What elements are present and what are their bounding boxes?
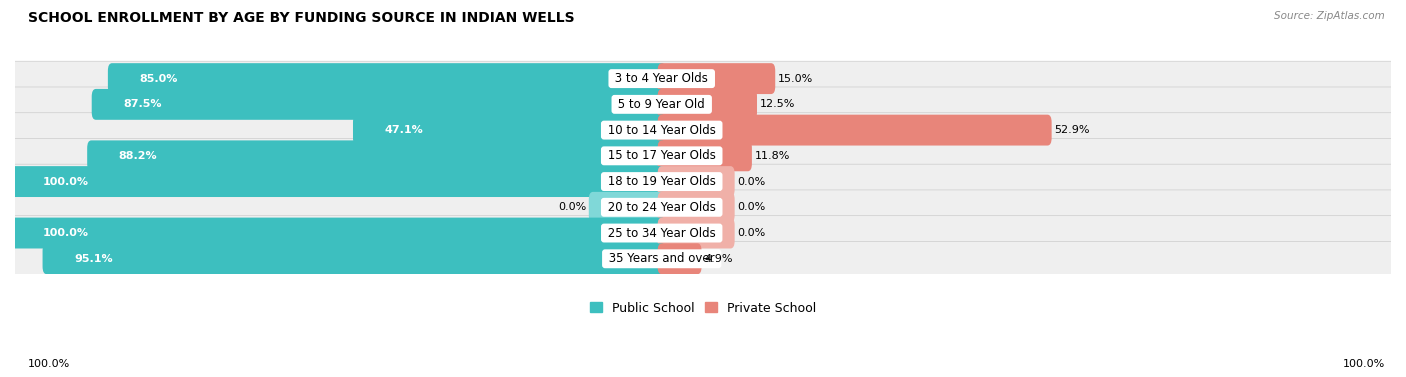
FancyBboxPatch shape [353, 115, 666, 146]
Text: 100.0%: 100.0% [42, 176, 89, 187]
FancyBboxPatch shape [42, 243, 666, 274]
Text: 15.0%: 15.0% [778, 74, 813, 84]
FancyBboxPatch shape [658, 218, 735, 248]
Text: 87.5%: 87.5% [124, 100, 162, 109]
FancyBboxPatch shape [11, 87, 1395, 122]
Text: 35 Years and over: 35 Years and over [605, 252, 718, 265]
FancyBboxPatch shape [658, 115, 1052, 146]
FancyBboxPatch shape [658, 192, 735, 223]
FancyBboxPatch shape [11, 164, 1395, 199]
Text: 11.8%: 11.8% [755, 151, 790, 161]
FancyBboxPatch shape [589, 192, 666, 223]
FancyBboxPatch shape [11, 190, 1395, 225]
Text: 18 to 19 Year Olds: 18 to 19 Year Olds [605, 175, 720, 188]
FancyBboxPatch shape [91, 89, 666, 120]
Text: 0.0%: 0.0% [558, 202, 586, 212]
Text: 95.1%: 95.1% [75, 254, 112, 264]
FancyBboxPatch shape [11, 166, 666, 197]
FancyBboxPatch shape [658, 243, 702, 274]
Text: 0.0%: 0.0% [737, 176, 766, 187]
Text: 25 to 34 Year Olds: 25 to 34 Year Olds [605, 227, 720, 239]
FancyBboxPatch shape [11, 113, 1395, 147]
Text: 100.0%: 100.0% [28, 359, 70, 369]
Text: 0.0%: 0.0% [737, 202, 766, 212]
FancyBboxPatch shape [87, 140, 666, 171]
FancyBboxPatch shape [11, 218, 666, 248]
FancyBboxPatch shape [108, 63, 666, 94]
Text: 10 to 14 Year Olds: 10 to 14 Year Olds [605, 124, 720, 136]
Text: 12.5%: 12.5% [759, 100, 796, 109]
FancyBboxPatch shape [658, 89, 756, 120]
FancyBboxPatch shape [658, 140, 752, 171]
FancyBboxPatch shape [11, 61, 1395, 96]
Legend: Public School, Private School: Public School, Private School [586, 298, 820, 318]
FancyBboxPatch shape [658, 63, 775, 94]
Text: 4.9%: 4.9% [704, 254, 733, 264]
FancyBboxPatch shape [11, 241, 1395, 276]
FancyBboxPatch shape [11, 216, 1395, 250]
Text: 0.0%: 0.0% [737, 228, 766, 238]
Text: 100.0%: 100.0% [1343, 359, 1385, 369]
Text: Source: ZipAtlas.com: Source: ZipAtlas.com [1274, 11, 1385, 21]
Text: 52.9%: 52.9% [1054, 125, 1090, 135]
Text: 47.1%: 47.1% [385, 125, 423, 135]
Text: 85.0%: 85.0% [139, 74, 179, 84]
Text: 5 to 9 Year Old: 5 to 9 Year Old [614, 98, 709, 111]
FancyBboxPatch shape [658, 166, 735, 197]
Text: 15 to 17 Year Olds: 15 to 17 Year Olds [605, 149, 720, 162]
Text: 20 to 24 Year Olds: 20 to 24 Year Olds [605, 201, 720, 214]
Text: 88.2%: 88.2% [120, 151, 157, 161]
Text: SCHOOL ENROLLMENT BY AGE BY FUNDING SOURCE IN INDIAN WELLS: SCHOOL ENROLLMENT BY AGE BY FUNDING SOUR… [28, 11, 575, 25]
Text: 100.0%: 100.0% [42, 228, 89, 238]
FancyBboxPatch shape [11, 138, 1395, 173]
Text: 3 to 4 Year Olds: 3 to 4 Year Olds [612, 72, 711, 85]
